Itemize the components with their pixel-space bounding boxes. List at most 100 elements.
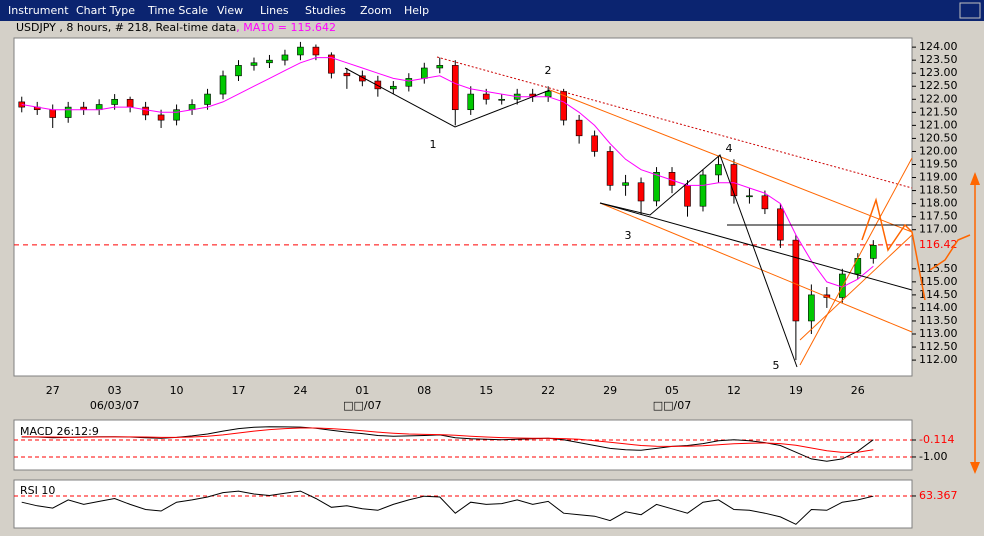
candle-body [64,106,72,118]
channel-line [549,89,913,233]
y-tick-label: 120.00 [919,144,958,157]
candle-body [250,62,258,66]
arrow-head [970,172,980,185]
price-panel [13,37,913,377]
candle-body [312,46,320,56]
last-price-label: 116.42 [919,238,958,251]
candle-body [126,98,134,108]
window-button[interactable] [959,2,981,19]
channel-line [599,202,913,333]
candle-body [498,98,506,101]
candle-body [467,93,475,111]
y-tick-label: 118.00 [919,197,958,210]
candle-body [173,109,180,121]
y-tick-label: 113.00 [919,327,958,340]
menu-item[interactable]: View [217,4,243,17]
candle-body [420,67,428,79]
x-tick-label: 26 [851,384,865,397]
candle-body [142,106,149,116]
indicator-line [21,490,874,525]
candle-body [219,75,227,95]
y-tick-label: 121.00 [919,118,958,131]
candle-body [854,258,862,275]
menu-item[interactable]: Zoom [360,4,392,17]
y-tick-label: 117.00 [919,223,958,236]
menu-item[interactable]: Instrument [8,4,69,17]
menu-item[interactable]: Lines [260,4,289,17]
x-tick-label: 22 [541,384,555,397]
chart-title: USDJPY , 8 hours, # 218, Real-time data,… [16,21,336,34]
candle-body [668,172,676,186]
x-tick-label: 08 [417,384,431,397]
candle-body [699,174,707,207]
candle-body [266,59,273,64]
y-tick-label: 119.50 [919,157,958,170]
x-tick-label: 03 [108,384,122,397]
menu-item[interactable]: Help [404,4,429,17]
y-tick-label: 112.00 [919,353,958,366]
channel-line [799,157,913,366]
candle-body [622,182,629,186]
y-tick-label: 114.50 [919,288,958,301]
wave-label: 3 [625,229,632,242]
candle-body [869,245,877,259]
channel-line [799,234,913,341]
projection [861,197,926,301]
y-tick-label: 124.00 [919,40,958,53]
x-tick-label: 05 [665,384,679,397]
arrow-head [970,462,980,474]
candle-body [792,239,800,322]
candle-body [637,182,645,202]
candle-body [823,294,831,298]
wave-line [344,67,551,128]
projection [929,234,971,271]
wave-label: 1 [430,138,437,151]
candle-body [390,85,397,90]
wave-label: 4 [726,142,733,155]
y-tick-label: 115.00 [919,275,958,288]
candle-body [297,46,304,56]
menu-item[interactable]: Time Scale [147,4,208,17]
candle-body [808,294,815,322]
y-tick-label: 115.50 [919,262,958,275]
wave-line [599,154,798,368]
y-tick-label: 119.00 [919,171,958,184]
x-tick-label: 17 [232,384,246,397]
candle-body [606,151,614,186]
y-tick-label: 112.50 [919,340,958,353]
indicator-line [21,427,874,453]
candle-body [436,65,444,69]
candle-body [653,172,660,202]
x-sublabel: □□/07 [653,399,692,412]
plot-layer: 112.00112.50113.00113.50114.00114.50115.… [14,40,958,525]
macd-panel [13,419,913,471]
y-tick-label: 117.50 [919,210,958,223]
wave-label: 5 [773,359,780,372]
x-tick-label: 24 [293,384,307,397]
candle-body [575,119,583,137]
ma-line [21,57,874,288]
panel-title: MACD 26:12:9 [20,425,99,438]
x-tick-label: 19 [789,384,803,397]
candle-body [591,135,598,152]
menu-item[interactable]: Studies [305,4,346,17]
candle-body [451,65,459,111]
y-tick-label: 121.50 [919,105,958,118]
candle-body [49,109,57,118]
candle-body [204,93,211,105]
menu-item[interactable]: Chart Type [76,4,135,17]
y-tick-label: -0.114 [919,433,954,446]
y-tick-label: 123.50 [919,53,958,66]
y-tick-label: 122.00 [919,92,958,105]
candle-body [111,98,118,105]
candle-body [343,72,351,77]
y-tick-label: 114.00 [919,301,958,314]
x-tick-label: 10 [170,384,184,397]
candle-body [482,93,490,100]
y-tick-label: 63.367 [919,489,958,502]
candle-body [746,195,753,198]
y-tick-label: 118.50 [919,184,958,197]
indicator-line [21,426,874,462]
candle-body [374,80,382,90]
